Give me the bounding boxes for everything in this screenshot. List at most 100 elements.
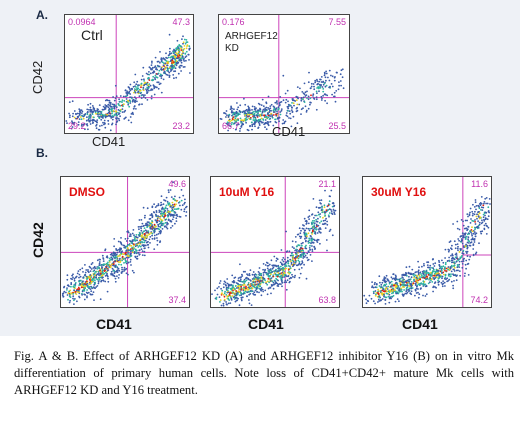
event-dot: [173, 203, 176, 206]
event-dot: [278, 102, 281, 105]
event-dot: [275, 107, 278, 109]
event-dot: [81, 294, 83, 296]
event-dot: [274, 118, 276, 121]
event-dot: [128, 105, 131, 108]
event-dot: [108, 110, 111, 113]
event-dot: [240, 294, 242, 297]
event-dot: [290, 125, 293, 128]
event-dot: [172, 57, 174, 60]
event-dot: [450, 247, 452, 250]
event-dot: [427, 266, 429, 269]
event-dot: [172, 61, 175, 63]
event-dot: [129, 235, 132, 237]
event-dot: [251, 128, 253, 131]
event-dot: [239, 127, 242, 130]
event-dot: [161, 74, 164, 77]
event-dot: [142, 96, 145, 98]
event-dot: [66, 278, 69, 281]
event-dot: [76, 288, 79, 290]
plot-dmso: 49.6 37.4 DMSO: [60, 176, 190, 308]
event-dot: [88, 283, 91, 286]
event-dot: [245, 121, 247, 124]
event-dot: [177, 45, 179, 48]
event-dot: [147, 246, 150, 249]
event-dot: [152, 79, 155, 81]
event-dot: [220, 287, 222, 290]
event-dot: [305, 239, 307, 242]
event-dot: [368, 294, 371, 297]
event-dot: [161, 224, 164, 227]
event-dot: [242, 270, 245, 273]
event-dot: [457, 245, 459, 248]
event-dot: [301, 244, 303, 247]
event-dot: [308, 229, 311, 232]
event-dot: [265, 261, 268, 264]
event-dot: [228, 113, 231, 116]
event-dot: [151, 206, 154, 209]
event-dot: [302, 96, 305, 99]
event-dot: [88, 286, 91, 288]
event-dot: [169, 211, 172, 213]
event-dot: [298, 235, 301, 238]
condition-label: DMSO: [69, 185, 105, 199]
event-dot: [311, 233, 313, 235]
event-dot: [78, 114, 81, 116]
event-dot: [276, 285, 279, 287]
event-dot: [118, 98, 120, 101]
event-dot: [132, 229, 135, 231]
event-dot: [266, 280, 269, 283]
event-dot: [96, 268, 99, 270]
event-dot: [260, 289, 263, 292]
event-dot: [184, 52, 187, 55]
event-dot: [126, 90, 128, 93]
event-dot: [244, 112, 246, 114]
event-dot: [272, 265, 274, 267]
event-dot: [246, 128, 249, 131]
event-dot: [144, 214, 146, 217]
event-dot: [177, 47, 180, 49]
event-dot: [385, 292, 388, 295]
event-dot: [285, 251, 288, 253]
event-dot: [265, 106, 268, 109]
event-dot: [275, 121, 278, 124]
event-dot: [428, 274, 431, 277]
event-dot: [475, 205, 478, 207]
event-dot: [230, 296, 232, 299]
event-dot: [66, 289, 68, 291]
event-dot: [471, 226, 473, 229]
event-dot: [446, 260, 449, 262]
event-dot: [143, 216, 146, 219]
condition-label: ARHGEF12 KD: [225, 31, 278, 55]
event-dot: [240, 292, 243, 295]
event-dot: [175, 54, 178, 57]
event-dot: [83, 293, 86, 296]
event-dot: [236, 293, 239, 296]
event-dot: [256, 287, 258, 290]
event-dot: [233, 296, 236, 298]
event-dot: [474, 219, 476, 221]
event-dot: [149, 72, 152, 75]
event-dot: [125, 260, 128, 263]
event-dot: [393, 289, 396, 292]
event-dot: [93, 272, 96, 275]
event-dot: [172, 214, 175, 216]
event-dot: [188, 47, 191, 50]
event-dot: [383, 279, 386, 282]
event-dot: [251, 105, 254, 108]
event-dot: [165, 204, 168, 207]
event-dot: [387, 290, 390, 293]
event-dot: [90, 268, 93, 270]
event-dot: [139, 225, 141, 228]
event-dot: [175, 217, 178, 220]
event-dot: [321, 97, 323, 100]
event-dot: [102, 117, 104, 119]
event-dot: [308, 209, 311, 212]
event-dot: [248, 274, 251, 277]
event-dot: [161, 66, 164, 68]
event-dot: [85, 119, 88, 122]
event-dot: [299, 255, 301, 258]
event-dot: [285, 267, 287, 270]
event-dot: [245, 108, 248, 111]
event-dot: [472, 243, 475, 245]
event-dot: [281, 264, 284, 266]
